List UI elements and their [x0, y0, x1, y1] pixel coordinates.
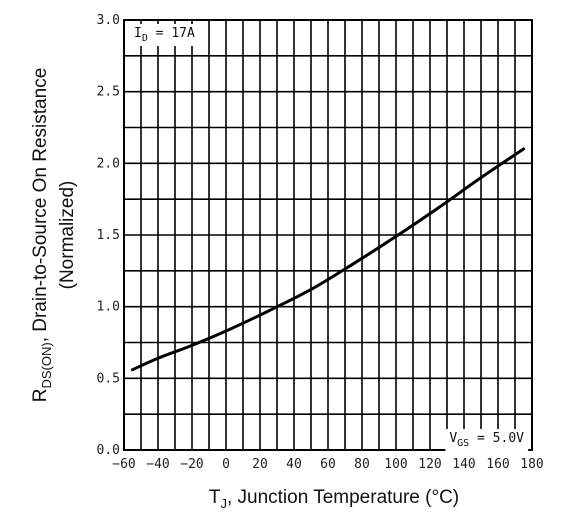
- x-tick-label: 100: [384, 457, 407, 472]
- x-tick-label: −40: [146, 457, 169, 472]
- grid: [124, 20, 532, 450]
- x-tick-label: −60: [112, 457, 135, 472]
- annotation-drain-current-main: I: [134, 26, 142, 41]
- annotation-vgs-bg: [445, 429, 529, 451]
- x-tick-label: 160: [486, 457, 509, 472]
- y-tick-label: 1.5: [97, 228, 120, 243]
- x-axis-title-main: T: [209, 487, 221, 508]
- y-tick-label: 3.0: [97, 13, 120, 28]
- x-axis-title-rest: , Junction Temperature (°C): [227, 487, 459, 508]
- annotation-drain-current-sub: D: [142, 33, 148, 44]
- x-tick-label: 180: [520, 457, 543, 472]
- y-tick-label: 1.0: [97, 300, 120, 315]
- annotation-gate-voltage-sub: GS: [457, 438, 469, 449]
- series-layer: [131, 147, 525, 372]
- x-tick-label: 20: [252, 457, 268, 472]
- y-axis-title-sub: DS(ON): [39, 342, 54, 388]
- y-tick-label: 2.5: [97, 85, 120, 100]
- y-axis-title-line1: RDS(ON), Drain-to-Source On Resistance: [30, 68, 54, 403]
- plot-border: [123, 19, 533, 451]
- x-tick-label: 120: [418, 457, 441, 472]
- y-axis-title: RDS(ON), Drain-to-Source On Resistance (…: [30, 68, 78, 403]
- annotation-gate-voltage-main: V: [449, 431, 457, 446]
- x-tick-label: 80: [354, 457, 370, 472]
- annotation-drain-current-rest: = 17A: [148, 26, 195, 41]
- x-tick-label: −20: [180, 457, 203, 472]
- x-tick-label: 60: [320, 457, 336, 472]
- annotation-id-bg: [130, 24, 199, 46]
- x-tick-label: 0: [222, 457, 230, 472]
- series-line-0: [131, 147, 525, 372]
- x-axis-title: TJ, Junction Temperature (°C): [209, 487, 459, 511]
- y-axis-title-main: R: [30, 389, 51, 403]
- y-tick-label: 2.0: [97, 156, 120, 171]
- x-axis-title-sub: J: [220, 496, 227, 511]
- y-tick-label: 0.5: [97, 371, 120, 386]
- annotation-gate-voltage: VGS = 5.0V: [449, 431, 524, 449]
- x-tick-label: 40: [286, 457, 302, 472]
- y-tick-labels: 0.0 0.5 1.0 1.5 2.0 2.5 3.0: [97, 13, 120, 458]
- annotation-drain-current: ID = 17A: [134, 26, 195, 44]
- plot-frame: [123, 19, 533, 451]
- y-axis-title-rest: , Drain-to-Source On Resistance: [30, 68, 51, 343]
- y-axis-title-line2: (Normalized): [57, 181, 78, 290]
- x-tick-labels: −60 −40 −20 0 20 40 60 80 100 120 140 160 180: [112, 457, 543, 472]
- y-tick-label: 0.0: [97, 443, 120, 458]
- x-tick-label: 140: [452, 457, 475, 472]
- annotation-gate-voltage-rest: = 5.0V: [469, 431, 524, 446]
